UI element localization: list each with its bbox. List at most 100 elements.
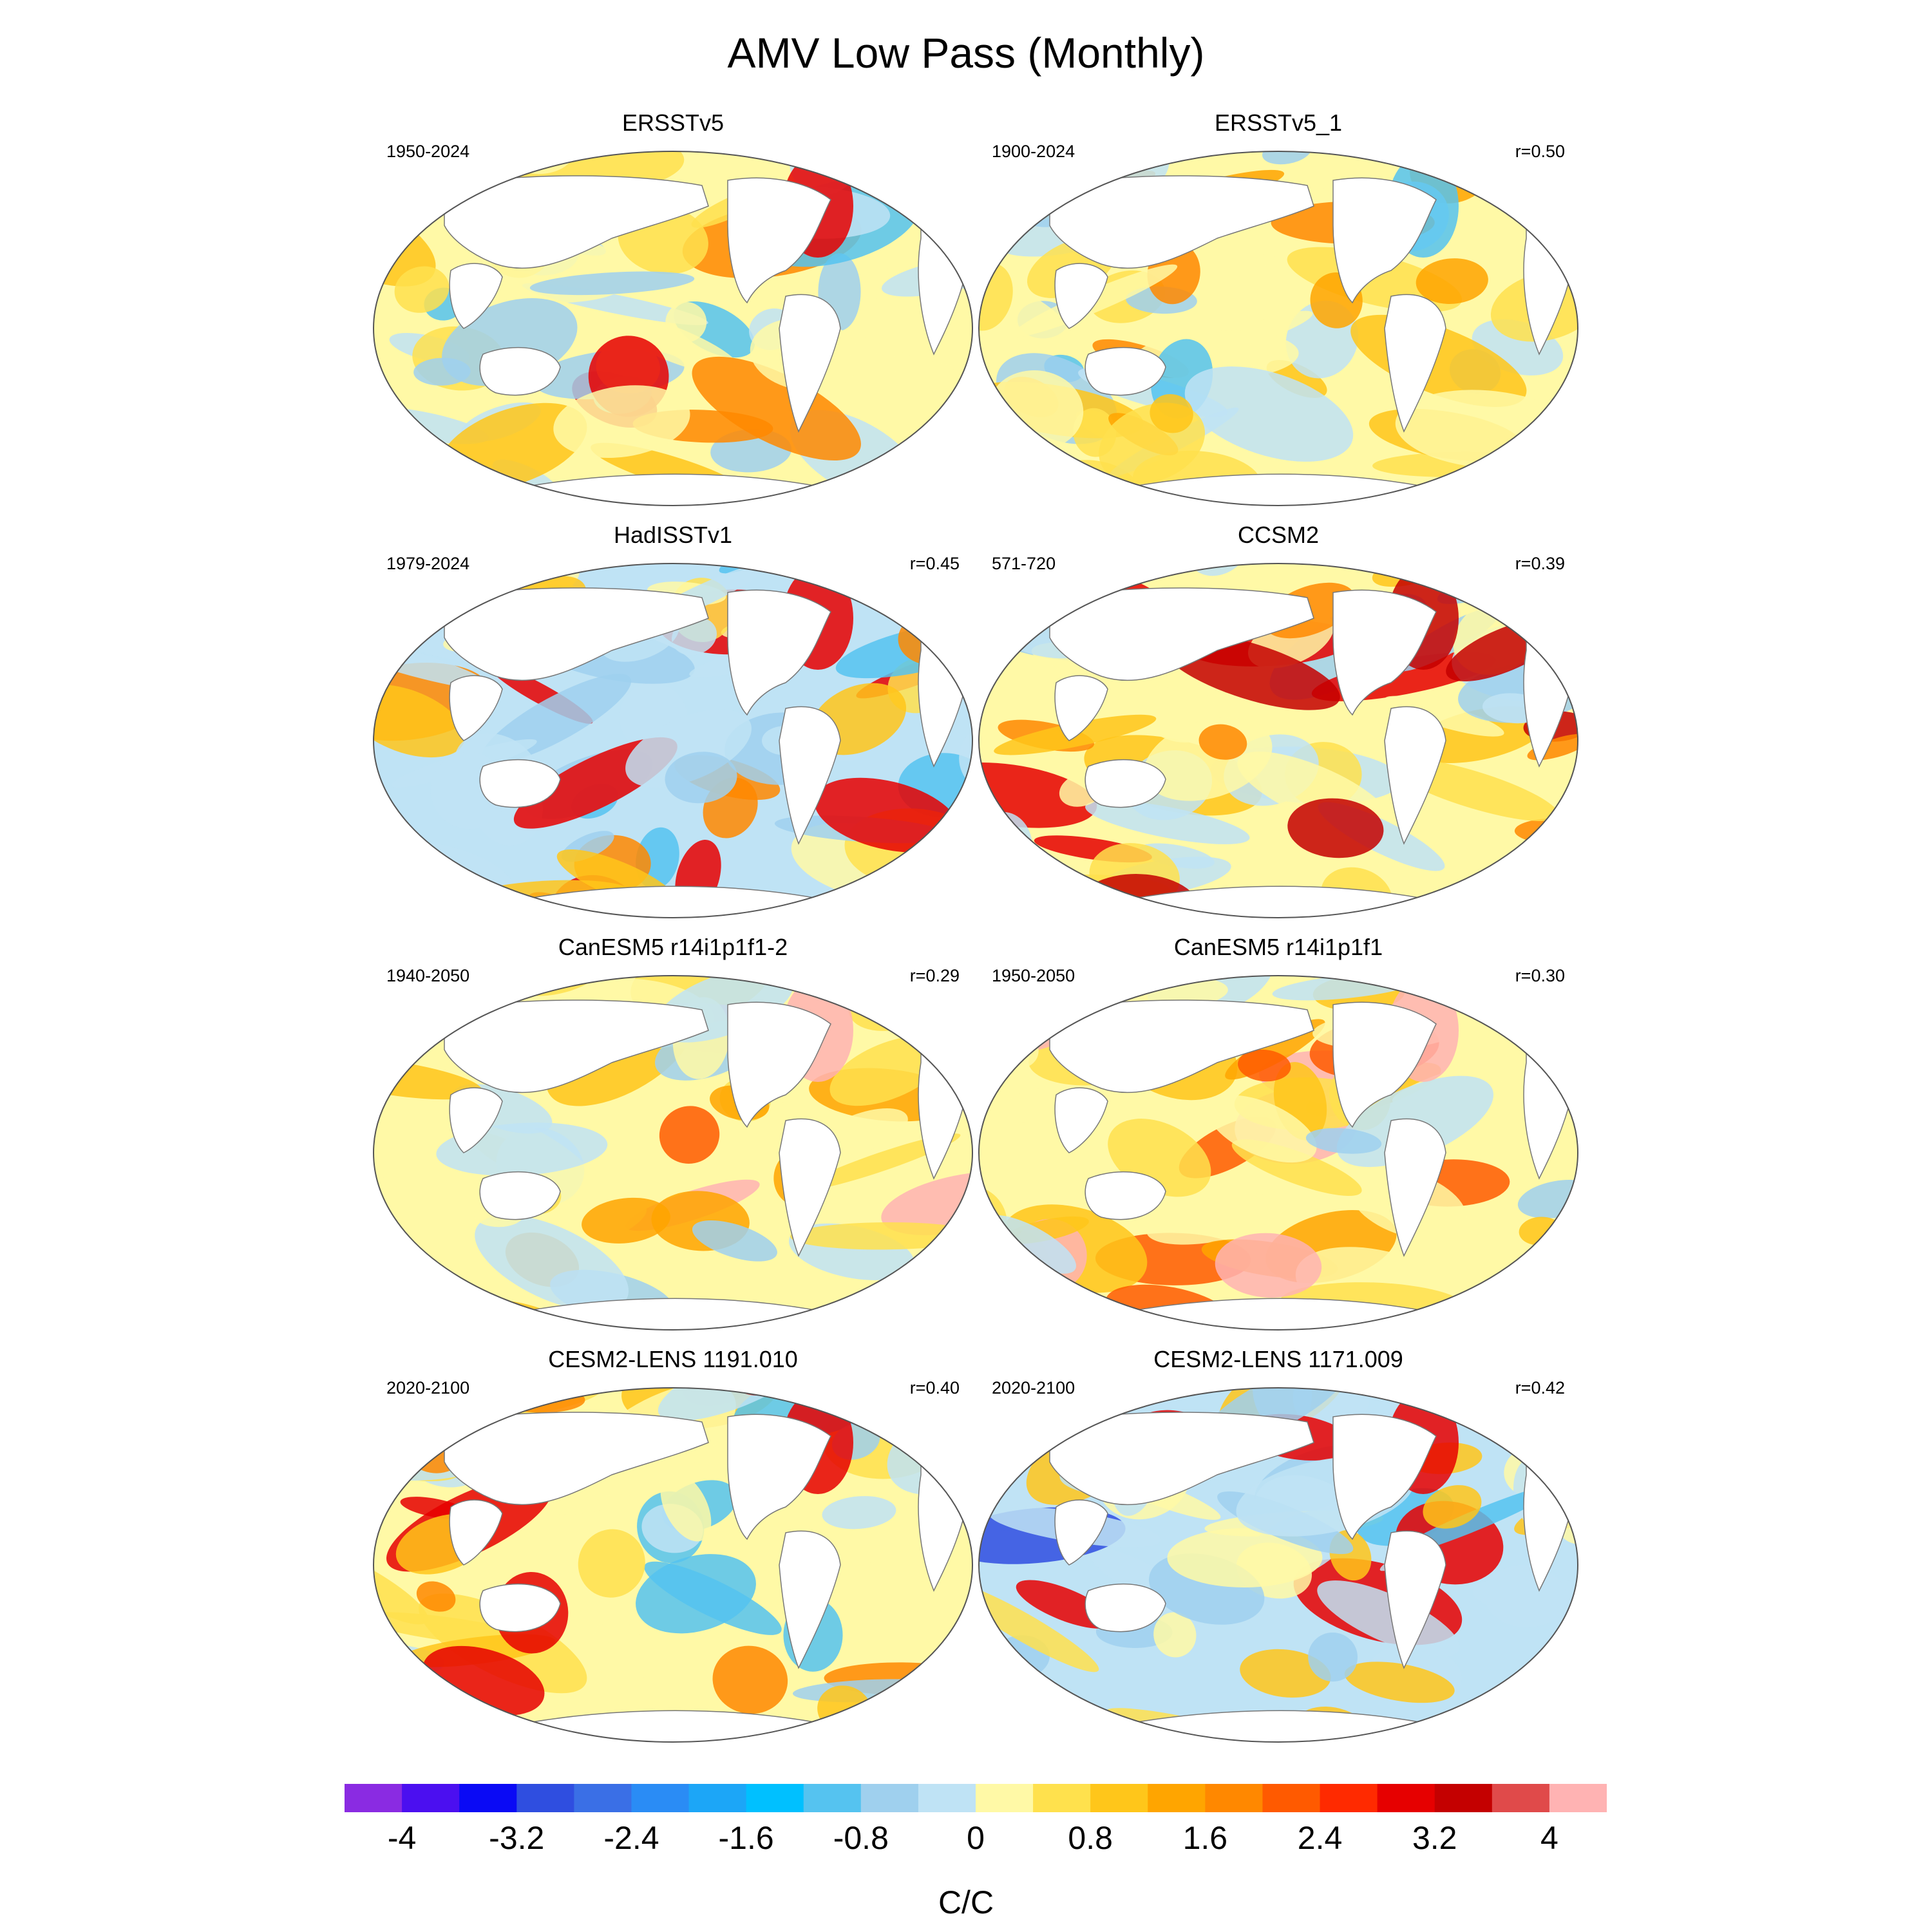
landmass (779, 1530, 841, 1669)
landmass (1332, 589, 1437, 716)
sst-anomaly-patch (592, 1618, 649, 1687)
colorbar-segment (574, 1784, 632, 1812)
landmass (1332, 177, 1437, 304)
panel-title: HadISSTv1 (613, 522, 733, 548)
colorbar-segment (516, 1784, 574, 1812)
panel-title: CCSM2 (1237, 522, 1320, 548)
map-outline (373, 1387, 973, 1743)
landmass (779, 294, 841, 433)
sst-anomaly-patch (979, 263, 1013, 331)
colorbar-segment (1090, 1784, 1148, 1812)
sst-anomaly-patch (374, 1306, 392, 1330)
sst-anomaly-patch (1423, 1485, 1482, 1529)
colorbar (345, 1784, 1607, 1812)
sst-anomaly-patch (658, 1388, 814, 1421)
sst-map (367, 1387, 973, 1745)
panel-title: CanESM5 r14i1p1f1-2 (558, 934, 788, 960)
landmass (479, 1583, 561, 1633)
colorbar-tick-label: 3.2 (1412, 1820, 1457, 1856)
sst-anomaly-patch (529, 271, 695, 296)
sst-anomaly-patch (1317, 1580, 1460, 1657)
landmass (449, 675, 503, 741)
map-outline (373, 975, 973, 1331)
colorbar-tick-label: -3.2 (489, 1820, 545, 1856)
sst-map (367, 975, 973, 1333)
colorbar-tick-label: 0 (967, 1820, 985, 1856)
sst-map (373, 563, 973, 918)
sst-anomaly-patch (1416, 258, 1488, 304)
map-panel: ERSSTv5 1950-2024 (367, 109, 979, 509)
sst-anomaly-patch (1238, 254, 1298, 321)
landmass (727, 1001, 831, 1128)
landmass (449, 1499, 503, 1566)
colorbar-tick-label: 2.4 (1297, 1820, 1343, 1856)
landmass (1084, 759, 1166, 808)
sst-anomaly-patch (374, 898, 398, 918)
sst-anomaly-patch (396, 1703, 466, 1742)
sst-anomaly-patch (685, 507, 863, 509)
sst-anomaly-patch (1153, 1612, 1197, 1658)
sst-anomaly-patch (1167, 1528, 1323, 1587)
sst-anomaly-patch (475, 1215, 629, 1311)
colorbar-segment (631, 1784, 690, 1812)
colorbar-segment (1492, 1784, 1550, 1812)
sst-anomaly-patch (659, 1106, 720, 1164)
colorbar-tick-label: -2.4 (603, 1820, 659, 1856)
sst-anomaly-patch (1287, 798, 1384, 858)
sst-anomaly-patch (374, 196, 436, 287)
colorbar-segment (1033, 1784, 1091, 1812)
map-panel: CCSM2 571-720 r=0.39 (972, 522, 1584, 921)
sst-anomaly-patch (979, 151, 987, 214)
sst-map (978, 151, 1578, 506)
sst-anomaly-patch (1004, 1088, 1058, 1123)
panel-correlation: r=0.50 (1515, 142, 1565, 161)
sst-anomaly-patch (367, 1300, 378, 1333)
colorbar-tick-label: 0.8 (1068, 1820, 1113, 1856)
map-outline (373, 563, 973, 918)
landmass (727, 1414, 831, 1540)
landmass (1332, 1001, 1437, 1128)
colorbar-unit-label: C/C (938, 1884, 994, 1920)
sst-anomaly-patch (814, 777, 959, 853)
panel-period: 1950-2024 (386, 142, 470, 161)
colorbar-segment (1377, 1784, 1435, 1812)
map-panel: HadISSTv1 1979-2024 r=0.45 (367, 522, 979, 921)
sst-anomaly-patch (1437, 1723, 1519, 1742)
panel-period: 1900-2024 (992, 142, 1075, 161)
landmass (1084, 1171, 1166, 1220)
landmass (479, 346, 561, 396)
sst-map (978, 563, 1578, 918)
sst-anomaly-patch (979, 812, 1033, 883)
landmass (1049, 1412, 1314, 1506)
sst-anomaly-patch (1146, 1193, 1285, 1245)
landmass (1054, 263, 1108, 329)
sst-anomaly-patch (766, 1734, 950, 1745)
panel-correlation: r=0.30 (1515, 966, 1565, 985)
sst-anomaly-patch (1522, 1320, 1578, 1330)
colorbar-segment (402, 1784, 460, 1812)
map-panel: CanESM5 r14i1p1f1-2 1940-2050 r=0.29 (367, 934, 979, 1333)
map-outline (978, 151, 1578, 506)
panel-period: 1940-2050 (386, 966, 470, 985)
colorbar-segment (1549, 1784, 1607, 1812)
colorbar-segment (1205, 1784, 1263, 1812)
landmass (1054, 1087, 1108, 1153)
sst-anomaly-patch (1384, 696, 1504, 737)
sst-anomaly-patch (367, 1705, 382, 1745)
panel-correlation: r=0.29 (909, 966, 960, 985)
sst-anomaly-patch (1198, 724, 1247, 760)
colorbar-segment (1320, 1784, 1378, 1812)
landmass (479, 1171, 561, 1220)
panel-period: 2020-2100 (386, 1378, 470, 1397)
landmass (444, 587, 709, 681)
sst-anomaly-patch (665, 301, 707, 343)
sst-anomaly-patch (625, 709, 752, 788)
landmass (1384, 1118, 1446, 1257)
sst-anomaly-patch (582, 1197, 670, 1244)
landmass (444, 999, 709, 1094)
sst-anomaly-patch (1085, 800, 1250, 844)
panel-correlation: r=0.42 (1515, 1378, 1565, 1397)
landmass (1084, 346, 1166, 396)
colorbar-segment (459, 1784, 517, 1812)
map-panel: CESM2-LENS 1191.010 2020-2100 r=0.40 (367, 1346, 979, 1745)
